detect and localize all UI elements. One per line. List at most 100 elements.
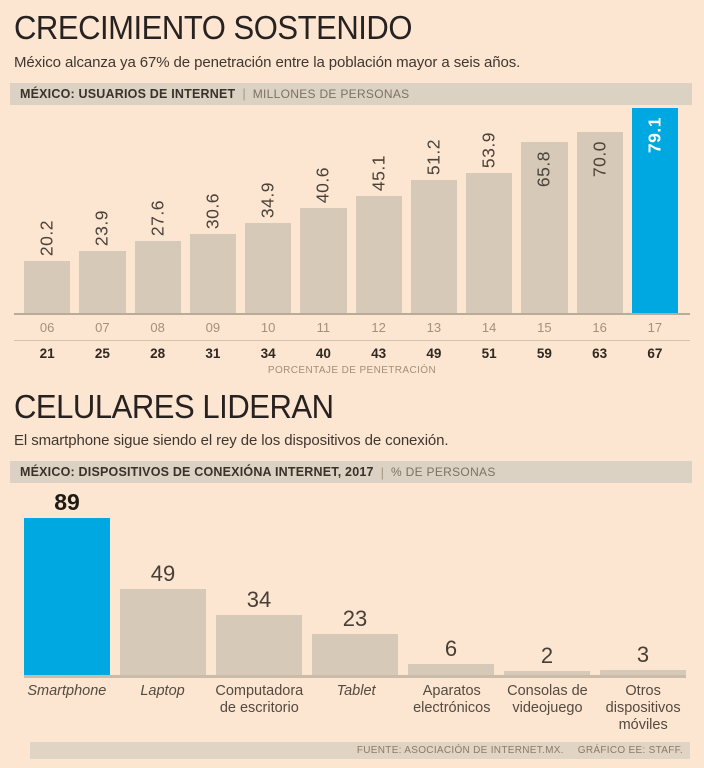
bar [120, 589, 206, 676]
penetration-label: 34 [260, 345, 276, 361]
bar-column: 2 [504, 489, 590, 676]
bar-column: 79.1 [631, 107, 678, 313]
category-label: Smartphone [27, 683, 107, 700]
bar-column: 20.2 [24, 107, 71, 313]
penetration-label: 31 [205, 345, 221, 361]
bar-value-label: 89 [54, 489, 80, 516]
bar [410, 179, 457, 313]
bar [408, 664, 494, 676]
category-label: Aparatos electrónicos [413, 683, 491, 716]
section1-chart-label: MÉXICO: USUARIOS DE INTERNET [20, 86, 236, 101]
penetration-label: 59 [536, 345, 552, 361]
bar [189, 233, 236, 313]
bar [521, 141, 568, 313]
bar-value-label: 27.6 [146, 199, 167, 236]
penetration-label: 25 [94, 345, 110, 361]
bar-value-label: 40.6 [312, 166, 333, 203]
bar-column: 6 [408, 489, 494, 676]
bar [24, 260, 71, 313]
penetration-caption: PORCENTAJE DE PENETRACIÓN [267, 364, 437, 376]
bar [24, 518, 110, 676]
bar-value-label: 79.1 [644, 116, 665, 153]
year-label: 09 [205, 319, 221, 335]
bar-column: 30.6 [189, 107, 236, 313]
bar [504, 671, 590, 676]
category-label: Tablet [336, 683, 376, 700]
penetration-row: 21 25 28 31 34 40 43 49 51 59 63 67 [24, 346, 678, 361]
bar-column: 49 [120, 489, 206, 676]
bar-value-label: 3 [636, 642, 650, 668]
section2-subtitle: El smartphone sigue siendo el rey de los… [14, 432, 449, 450]
bar-value-label: 23 [342, 606, 368, 632]
bar [631, 107, 678, 313]
bar [134, 240, 181, 313]
bar [245, 222, 292, 313]
bar-column: 34 [216, 489, 302, 676]
bar-value-label: 49 [150, 561, 176, 587]
year-label: 11 [316, 319, 331, 335]
year-label: 07 [95, 319, 110, 335]
year-label: 12 [371, 319, 386, 335]
year-label: 17 [647, 319, 663, 335]
internet-users-plot: 20.2 23.9 27.6 30.6 34.9 40.6 45.1 51.2 53.9 65.8… [24, 107, 678, 313]
penetration-label: 40 [315, 345, 331, 361]
category-label: Laptop [140, 683, 185, 700]
penetration-label: 49 [426, 345, 442, 361]
bar [576, 131, 623, 313]
bar-value-label: 51.2 [423, 138, 444, 175]
footer-bar: FUENTE: ASOCIACIÓN DE INTERNET.MX. GRÁFI… [30, 742, 690, 760]
year-label: 13 [426, 319, 442, 335]
bar [312, 634, 398, 676]
bar-value-label: 23.9 [91, 209, 112, 246]
year-label: 14 [481, 319, 497, 335]
bar-value-label: 2 [540, 643, 554, 669]
bar-column: 3 [600, 489, 686, 676]
bar-column: 45.1 [355, 107, 402, 313]
bar-column: 70.0 [576, 107, 623, 313]
separator: | [242, 86, 246, 102]
bar [300, 207, 347, 313]
year-label: 15 [537, 319, 552, 335]
bar-value-label: 20.2 [36, 219, 57, 256]
bar-column: 53.9 [466, 107, 513, 313]
section2-chart-label: MÉXICO: DISPOSITIVOS DE CONEXIÓNA INTERN… [20, 465, 374, 480]
section1-title: CRECIMIENTO SOSTENIDO [14, 9, 413, 46]
bar-value-label: 34.9 [257, 181, 278, 218]
penetration-label: 63 [592, 345, 608, 361]
year-label: 08 [150, 319, 165, 335]
section2-chart-header: MÉXICO: DISPOSITIVOS DE CONEXIÓNA INTERN… [10, 461, 692, 484]
footer-credit: GRÁFICO EE: STAFF. [577, 745, 683, 757]
bar-value-label: 34 [246, 587, 272, 613]
bar [600, 670, 686, 676]
penetration-label: 51 [481, 345, 497, 361]
bar [79, 250, 126, 313]
bar-value-label: 65.8 [533, 150, 554, 187]
devices-plot: 89 49 34 23 6 2 3 [24, 489, 686, 676]
bar-column: 34.9 [245, 107, 292, 313]
years-row: 06 07 08 09 10 11 12 13 14 15 16 17 [24, 320, 678, 335]
section2-title: CELULARES LIDERAN [14, 387, 334, 425]
year-label: 10 [260, 319, 276, 335]
bar-value-label: 6 [444, 636, 458, 662]
internet-users-axis-line [14, 312, 690, 315]
bar-column: 27.6 [134, 107, 181, 313]
section1-subtitle: México alcanza ya 67% de penetración ent… [14, 53, 521, 71]
bar-column: 23 [312, 489, 398, 676]
years-percent-divider [14, 339, 690, 341]
bar-column: 65.8 [521, 107, 568, 313]
bar-value-label: 70.0 [588, 140, 609, 177]
bar-column: 40.6 [300, 107, 347, 313]
bar-value-label: 53.9 [478, 131, 499, 168]
footer-source: FUENTE: ASOCIACIÓN DE INTERNET.MX. [356, 745, 564, 757]
bar-column: 51.2 [410, 107, 457, 313]
year-label: 06 [39, 319, 55, 335]
section1-chart-unit: MILLONES DE PERSONAS [252, 86, 410, 101]
penetration-label: 28 [150, 345, 166, 361]
penetration-label: 21 [39, 345, 55, 361]
separator: | [380, 464, 385, 480]
bar-value-label: 30.6 [202, 192, 223, 229]
bar-column: 23.9 [79, 107, 126, 313]
category-label: Consolas de videojuego [507, 683, 588, 716]
bar-column: 89 [24, 489, 110, 676]
